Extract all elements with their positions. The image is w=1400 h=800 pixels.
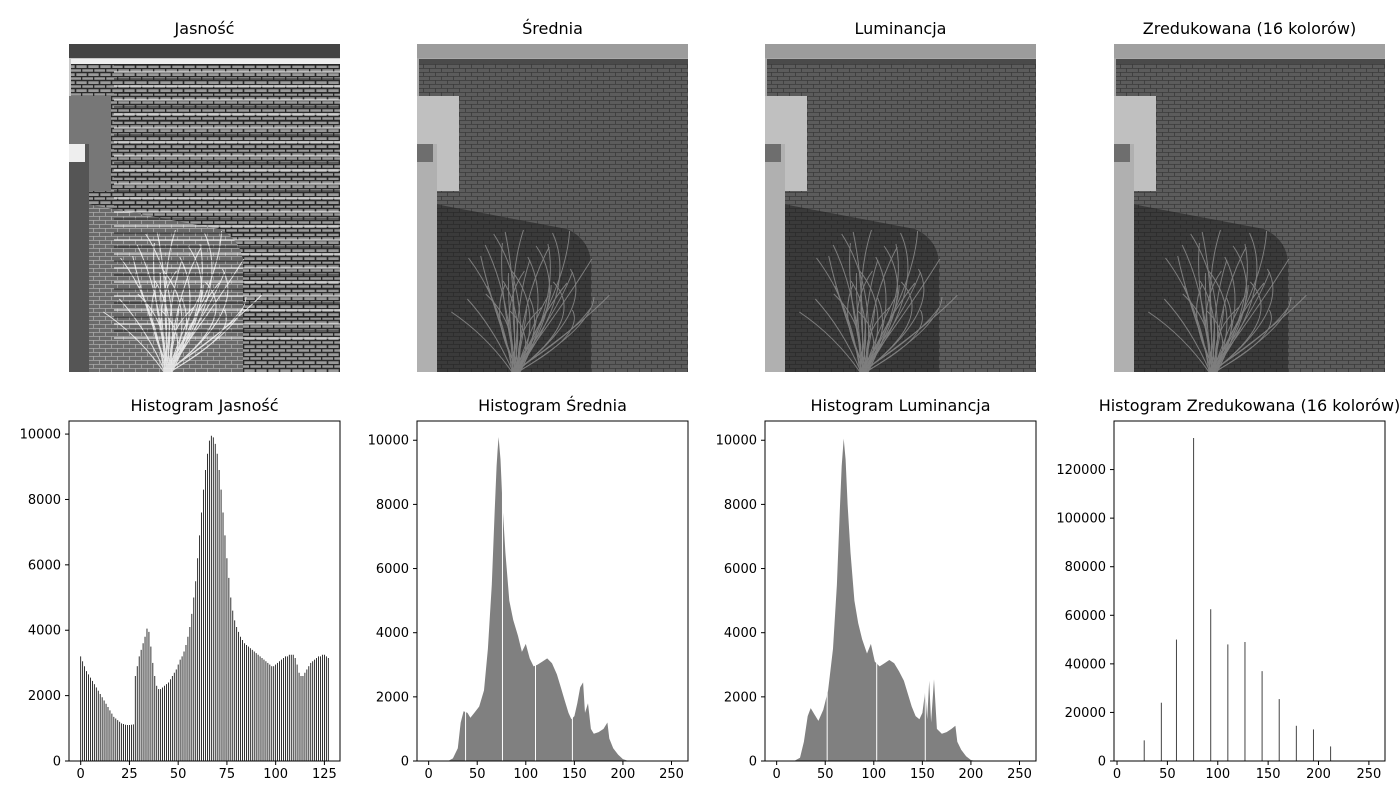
grayscale-photo <box>765 44 1036 372</box>
x-tick-label: 150 <box>910 767 935 782</box>
x-tick-label: 75 <box>219 767 236 782</box>
y-tick-label: 10000 <box>368 434 409 449</box>
histogram-title: Histogram Luminancja <box>810 396 990 415</box>
y-tick-label: 120000 <box>1056 463 1106 478</box>
y-tick-label: 6000 <box>376 562 409 577</box>
x-tick-label: 50 <box>1159 767 1176 782</box>
y-tick-label: 10000 <box>20 428 61 443</box>
x-tick-label: 250 <box>1007 767 1032 782</box>
axes-frame <box>764 420 1037 762</box>
x-tick-label: 200 <box>959 767 984 782</box>
x-tick-label: 150 <box>1256 767 1281 782</box>
y-tick-label: 80000 <box>1065 560 1106 575</box>
x-tick-label: 100 <box>263 767 288 782</box>
x-tick-label: 0 <box>77 767 85 782</box>
y-tick-label: 2000 <box>28 689 61 704</box>
x-tick-label: 125 <box>312 767 337 782</box>
x-tick-label: 100 <box>513 767 538 782</box>
y-tick-label: 0 <box>401 755 409 770</box>
x-tick-label: 0 <box>1113 767 1121 782</box>
image-title: Jasność <box>174 19 235 38</box>
y-tick-label: 6000 <box>724 562 757 577</box>
y-tick-label: 4000 <box>376 626 409 641</box>
histogram-area <box>794 438 976 761</box>
y-tick-label: 10000 <box>716 434 757 449</box>
y-tick-label: 6000 <box>28 558 61 573</box>
grayscale-photo <box>1114 44 1385 372</box>
x-tick-label: 50 <box>469 767 486 782</box>
image-title: Luminancja <box>854 19 947 38</box>
y-tick-label: 60000 <box>1065 609 1106 624</box>
y-tick-label: 40000 <box>1065 657 1106 672</box>
y-tick-label: 8000 <box>376 498 409 513</box>
histogram-title: Histogram Jasność <box>130 396 278 415</box>
histogram-title: Histogram Średnia <box>478 396 627 415</box>
axes-frame <box>1113 420 1386 762</box>
x-tick-label: 250 <box>659 767 684 782</box>
axes-frame <box>416 420 689 762</box>
x-tick-label: 100 <box>861 767 886 782</box>
grayscale-photo <box>69 44 340 372</box>
x-tick-label: 250 <box>1356 767 1381 782</box>
image-title: Zredukowana (16 kolorów) <box>1142 19 1357 38</box>
axes-frame <box>68 420 341 762</box>
x-tick-label: 0 <box>773 767 781 782</box>
x-tick-label: 25 <box>121 767 138 782</box>
x-tick-label: 150 <box>562 767 587 782</box>
grayscale-photo <box>417 44 688 372</box>
y-tick-label: 20000 <box>1065 706 1106 721</box>
y-tick-label: 0 <box>749 755 757 770</box>
y-tick-label: 2000 <box>376 690 409 705</box>
y-tick-label: 2000 <box>724 690 757 705</box>
y-tick-label: 4000 <box>28 624 61 639</box>
y-tick-label: 4000 <box>724 626 757 641</box>
y-tick-label: 100000 <box>1056 512 1106 527</box>
x-tick-label: 200 <box>611 767 636 782</box>
x-tick-label: 0 <box>425 767 433 782</box>
x-tick-label: 50 <box>817 767 834 782</box>
x-tick-label: 100 <box>1205 767 1230 782</box>
y-tick-label: 0 <box>53 755 61 770</box>
y-tick-label: 0 <box>1098 755 1106 770</box>
y-tick-label: 8000 <box>28 493 61 508</box>
x-tick-label: 200 <box>1306 767 1331 782</box>
histogram-title: Histogram Zredukowana (16 kolorów) <box>1099 396 1400 415</box>
image-title: Średnia <box>522 19 583 38</box>
histogram-area <box>448 437 633 761</box>
x-tick-label: 50 <box>170 767 187 782</box>
y-tick-label: 8000 <box>724 498 757 513</box>
